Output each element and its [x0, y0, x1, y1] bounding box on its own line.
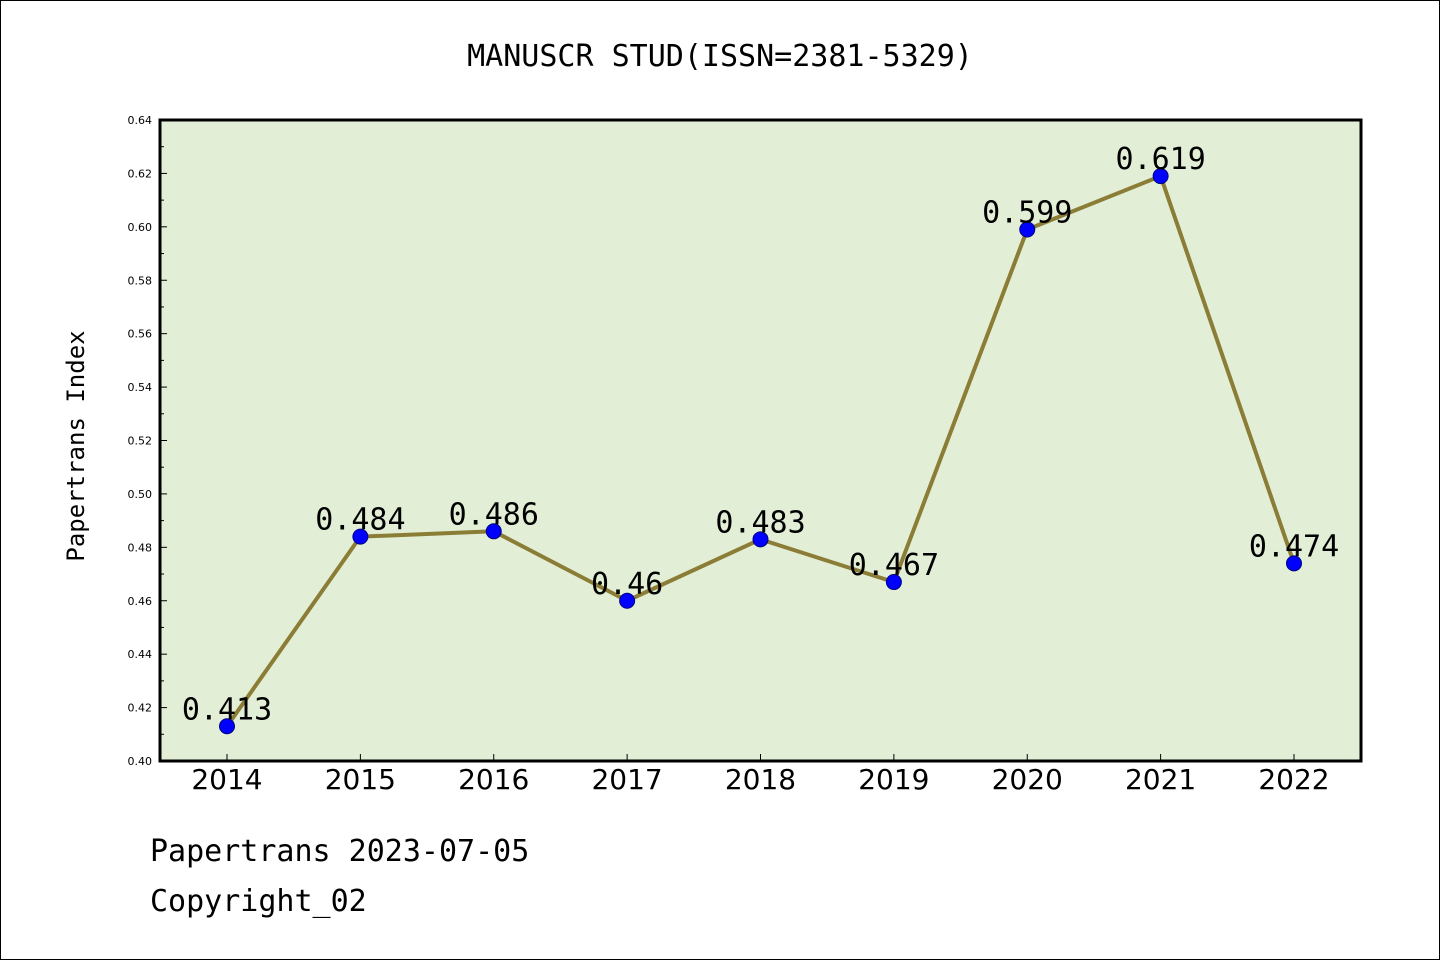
plot-border — [158, 118, 1363, 763]
x-tick-label: 2014 — [191, 763, 262, 796]
y-tick-label: 0.58 — [128, 274, 153, 287]
footer-copyright-text: Copyright_02 — [150, 884, 367, 919]
data-label: 0.483 — [715, 505, 805, 540]
data-label: 0.46 — [591, 567, 663, 602]
y-tick-label: 0.64 — [128, 114, 153, 127]
y-tick-label: 0.56 — [128, 328, 153, 341]
y-tick-label: 0.42 — [128, 702, 153, 715]
x-tick-label: 2017 — [591, 763, 662, 796]
data-point-marker — [1152, 168, 1169, 185]
x-tick-label: 2020 — [992, 763, 1063, 796]
y-tick-label: 0.40 — [128, 755, 153, 768]
x-tick-label: 2016 — [458, 763, 529, 796]
y-tick-label: 0.50 — [128, 488, 153, 501]
x-tick-label: 2018 — [725, 763, 796, 796]
data-point-marker — [352, 528, 369, 545]
y-tick-label: 0.46 — [128, 595, 153, 608]
data-label: 0.474 — [1249, 529, 1339, 564]
y-axis-label: Papertrans Index — [62, 330, 90, 561]
data-point-marker — [485, 523, 502, 540]
data-label: 0.484 — [315, 503, 405, 538]
data-point-marker — [619, 592, 636, 609]
x-tick-label: 2019 — [858, 763, 929, 796]
y-tick-label: 0.44 — [128, 648, 153, 661]
x-tick-label: 2021 — [1125, 763, 1196, 796]
data-label: 0.467 — [849, 548, 939, 583]
data-label: 0.486 — [449, 497, 539, 532]
data-point-marker — [1019, 221, 1036, 238]
y-tick-label: 0.62 — [128, 167, 153, 180]
x-tick-label: 2022 — [1258, 763, 1329, 796]
data-point-marker — [1286, 555, 1302, 572]
y-tick-label: 0.48 — [128, 541, 153, 554]
series-line-group: 0.413 0.484 0.486 0.46 0.483 0.467 0.599 0.619 0… — [182, 142, 1339, 735]
plot-area — [160, 120, 1361, 761]
data-label: 0.599 — [982, 196, 1072, 231]
x-axis: 2014 2015 2016 2017 2018 2019 2020 2021 2022 — [191, 754, 1330, 796]
y-tick-label: 0.52 — [128, 435, 153, 448]
data-point-marker — [885, 574, 902, 591]
data-label: 0.619 — [1115, 142, 1205, 177]
y-tick-label: 0.60 — [128, 221, 153, 234]
x-tick-label: 2015 — [325, 763, 396, 796]
y-tick-label: 0.54 — [128, 381, 153, 394]
chart-title: MANUSCR STUD(ISSN=2381-5329) — [467, 39, 973, 74]
data-point-marker — [752, 531, 769, 548]
data-label: 0.413 — [182, 692, 272, 727]
footer-date-text: Papertrans 2023-07-05 — [150, 834, 530, 869]
data-point-marker — [219, 718, 235, 735]
